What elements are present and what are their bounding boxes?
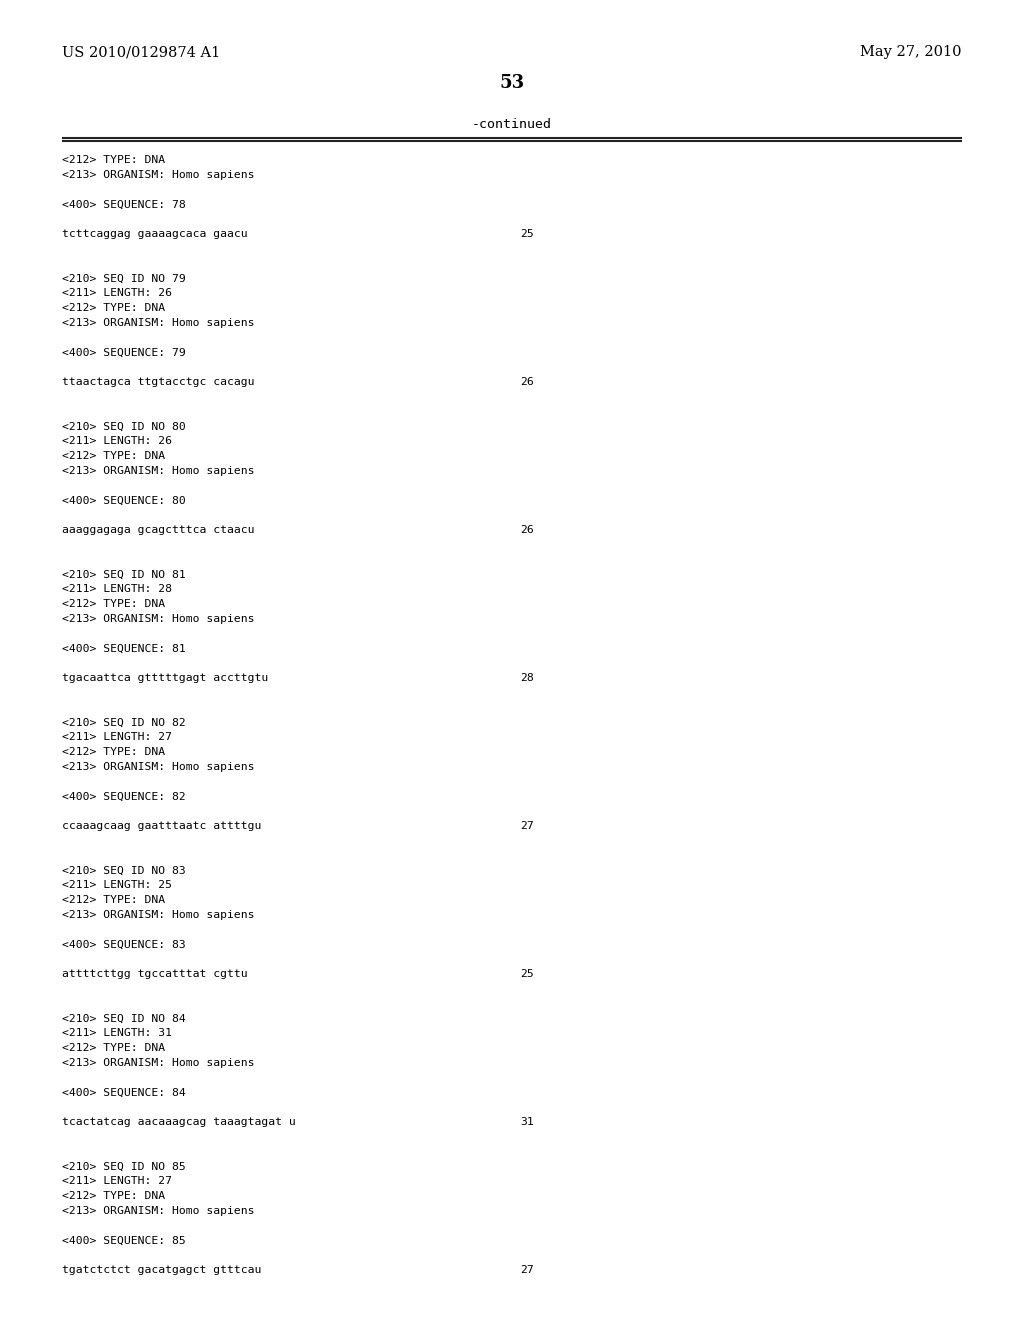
Text: <210> SEQ ID NO 80: <210> SEQ ID NO 80	[62, 421, 185, 432]
Text: 31: 31	[520, 1117, 534, 1127]
Text: <211> LENGTH: 25: <211> LENGTH: 25	[62, 880, 172, 890]
Text: <213> ORGANISM: Homo sapiens: <213> ORGANISM: Homo sapiens	[62, 466, 255, 475]
Text: ccaaagcaag gaatttaatc attttgu: ccaaagcaag gaatttaatc attttgu	[62, 821, 261, 832]
Text: <211> LENGTH: 31: <211> LENGTH: 31	[62, 1028, 172, 1039]
Text: <213> ORGANISM: Homo sapiens: <213> ORGANISM: Homo sapiens	[62, 614, 255, 624]
Text: <210> SEQ ID NO 81: <210> SEQ ID NO 81	[62, 569, 185, 579]
Text: <213> ORGANISM: Homo sapiens: <213> ORGANISM: Homo sapiens	[62, 170, 255, 180]
Text: <400> SEQUENCE: 82: <400> SEQUENCE: 82	[62, 792, 185, 801]
Text: 28: 28	[520, 673, 534, 682]
Text: 26: 26	[520, 525, 534, 535]
Text: <400> SEQUENCE: 78: <400> SEQUENCE: 78	[62, 199, 185, 210]
Text: <211> LENGTH: 26: <211> LENGTH: 26	[62, 288, 172, 298]
Text: aaaggagaga gcagctttca ctaacu: aaaggagaga gcagctttca ctaacu	[62, 525, 255, 535]
Text: <213> ORGANISM: Homo sapiens: <213> ORGANISM: Homo sapiens	[62, 1205, 255, 1216]
Text: May 27, 2010: May 27, 2010	[860, 45, 962, 59]
Text: <213> ORGANISM: Homo sapiens: <213> ORGANISM: Homo sapiens	[62, 762, 255, 772]
Text: US 2010/0129874 A1: US 2010/0129874 A1	[62, 45, 220, 59]
Text: 27: 27	[520, 1265, 534, 1275]
Text: <210> SEQ ID NO 84: <210> SEQ ID NO 84	[62, 1014, 185, 1023]
Text: <210> SEQ ID NO 79: <210> SEQ ID NO 79	[62, 273, 185, 284]
Text: <213> ORGANISM: Homo sapiens: <213> ORGANISM: Homo sapiens	[62, 318, 255, 327]
Text: <212> TYPE: DNA: <212> TYPE: DNA	[62, 747, 165, 756]
Text: <213> ORGANISM: Homo sapiens: <213> ORGANISM: Homo sapiens	[62, 909, 255, 920]
Text: <212> TYPE: DNA: <212> TYPE: DNA	[62, 304, 165, 313]
Text: <212> TYPE: DNA: <212> TYPE: DNA	[62, 1043, 165, 1053]
Text: <212> TYPE: DNA: <212> TYPE: DNA	[62, 1191, 165, 1201]
Text: 25: 25	[520, 228, 534, 239]
Text: tcactatcag aacaaagcag taaagtagat u: tcactatcag aacaaagcag taaagtagat u	[62, 1117, 296, 1127]
Text: 25: 25	[520, 969, 534, 979]
Text: <210> SEQ ID NO 85: <210> SEQ ID NO 85	[62, 1162, 185, 1171]
Text: tgatctctct gacatgagct gtttcau: tgatctctct gacatgagct gtttcau	[62, 1265, 261, 1275]
Text: 26: 26	[520, 378, 534, 387]
Text: <400> SEQUENCE: 84: <400> SEQUENCE: 84	[62, 1088, 185, 1097]
Text: <400> SEQUENCE: 85: <400> SEQUENCE: 85	[62, 1236, 185, 1245]
Text: 53: 53	[500, 74, 524, 92]
Text: <213> ORGANISM: Homo sapiens: <213> ORGANISM: Homo sapiens	[62, 1057, 255, 1068]
Text: tgacaattca gtttttgagt accttgtu: tgacaattca gtttttgagt accttgtu	[62, 673, 268, 682]
Text: 27: 27	[520, 821, 534, 832]
Text: <212> TYPE: DNA: <212> TYPE: DNA	[62, 451, 165, 461]
Text: -continued: -continued	[472, 119, 552, 132]
Text: <212> TYPE: DNA: <212> TYPE: DNA	[62, 599, 165, 609]
Text: tcttcaggag gaaaagcaca gaacu: tcttcaggag gaaaagcaca gaacu	[62, 228, 248, 239]
Text: <400> SEQUENCE: 79: <400> SEQUENCE: 79	[62, 347, 185, 358]
Text: <211> LENGTH: 27: <211> LENGTH: 27	[62, 1176, 172, 1187]
Text: <400> SEQUENCE: 83: <400> SEQUENCE: 83	[62, 940, 185, 949]
Text: <212> TYPE: DNA: <212> TYPE: DNA	[62, 895, 165, 906]
Text: ttaactagca ttgtacctgc cacagu: ttaactagca ttgtacctgc cacagu	[62, 378, 255, 387]
Text: <210> SEQ ID NO 83: <210> SEQ ID NO 83	[62, 866, 185, 875]
Text: <211> LENGTH: 27: <211> LENGTH: 27	[62, 733, 172, 742]
Text: <210> SEQ ID NO 82: <210> SEQ ID NO 82	[62, 717, 185, 727]
Text: <212> TYPE: DNA: <212> TYPE: DNA	[62, 154, 165, 165]
Text: <211> LENGTH: 28: <211> LENGTH: 28	[62, 585, 172, 594]
Text: <400> SEQUENCE: 81: <400> SEQUENCE: 81	[62, 643, 185, 653]
Text: <400> SEQUENCE: 80: <400> SEQUENCE: 80	[62, 495, 185, 506]
Text: attttcttgg tgccatttat cgttu: attttcttgg tgccatttat cgttu	[62, 969, 248, 979]
Text: <211> LENGTH: 26: <211> LENGTH: 26	[62, 436, 172, 446]
